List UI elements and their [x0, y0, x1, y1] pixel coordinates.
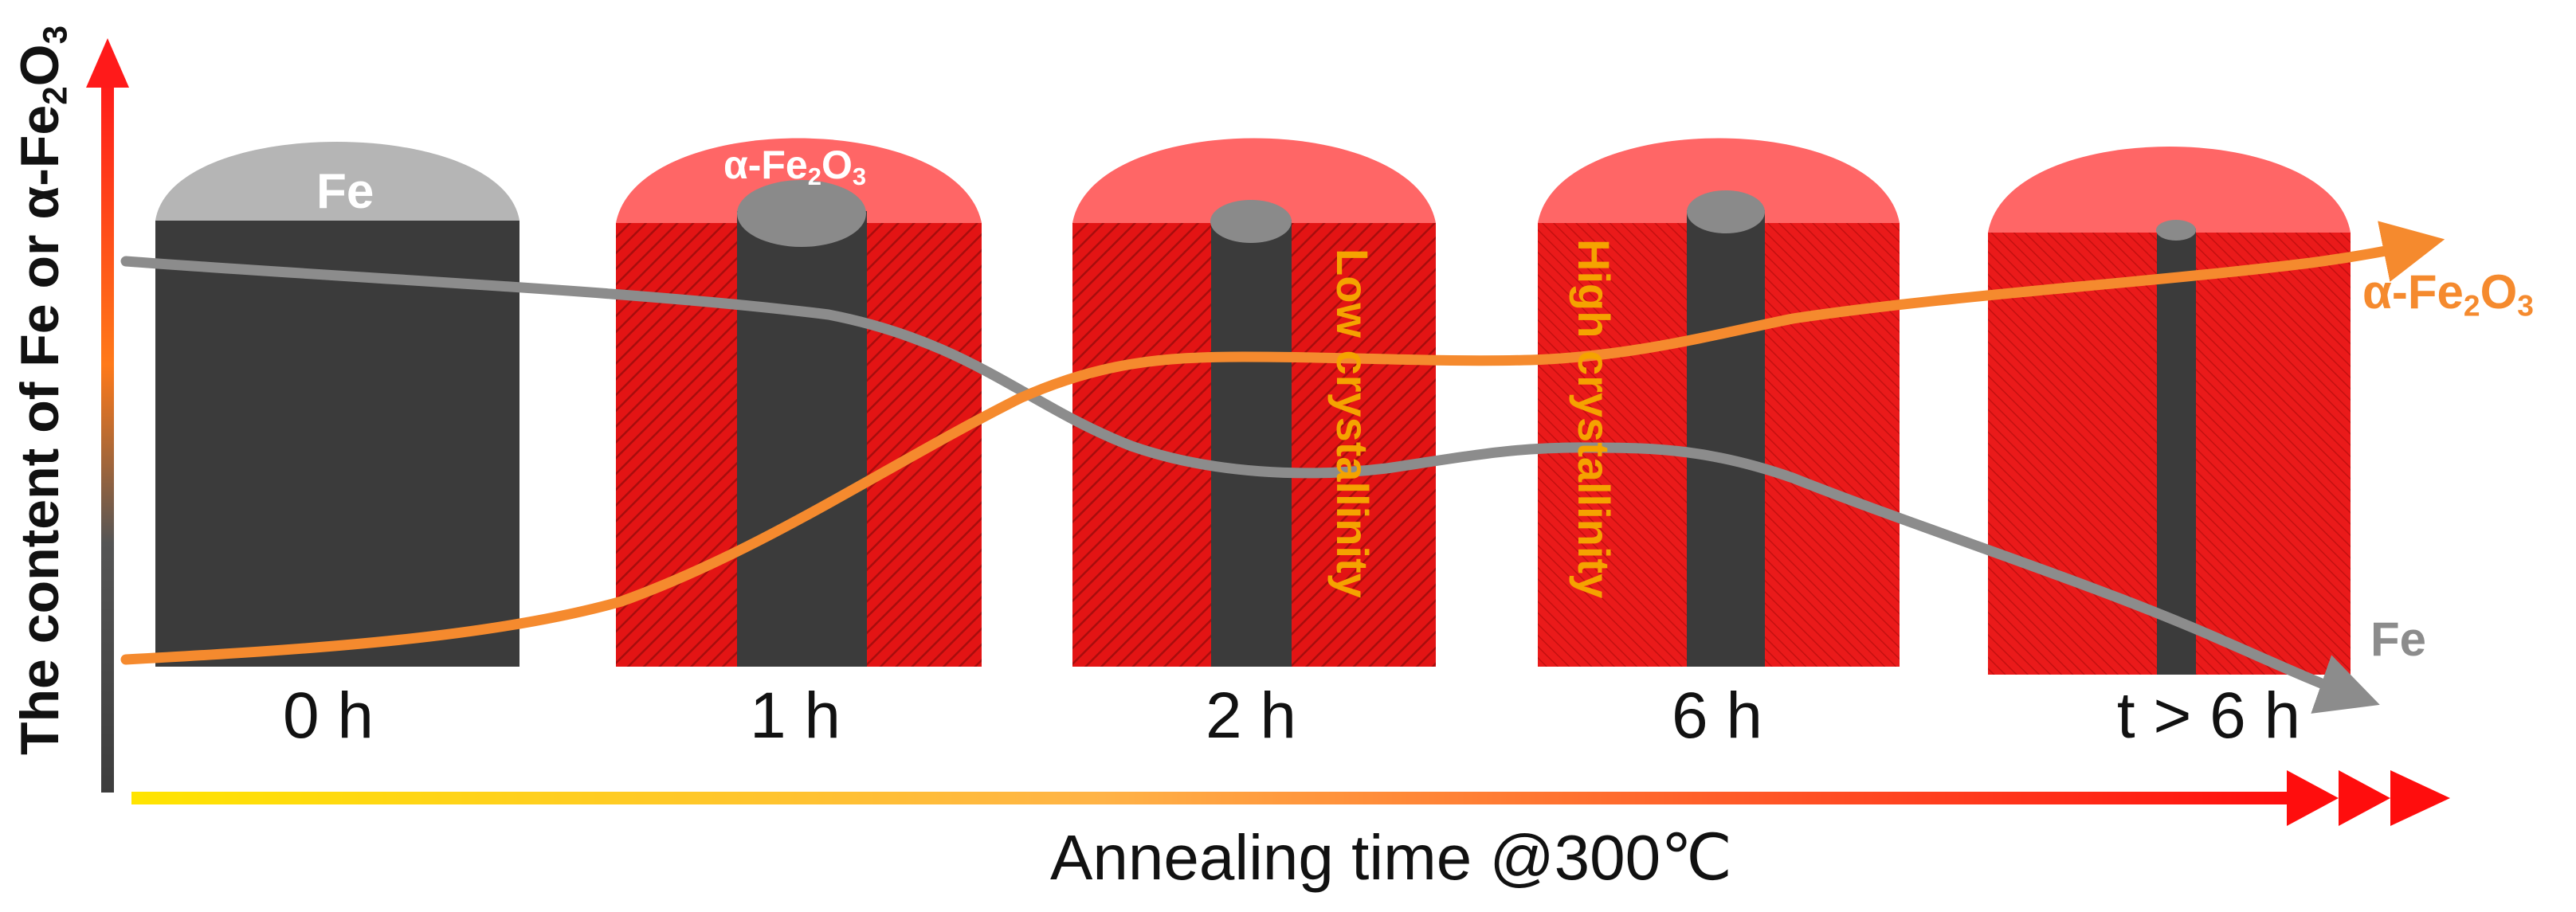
oxide-trend-curve: [120, 221, 2445, 665]
fe-core-top: [2156, 220, 2196, 241]
oxide-cap: [1988, 147, 2351, 233]
fe-core-top: [737, 180, 866, 247]
fe-core-top: [1210, 200, 1292, 243]
stage-1h-pillar: [616, 138, 982, 667]
fe-cap: [155, 142, 520, 221]
time-label-t6h: t > 6 h: [2116, 679, 2301, 752]
time-label-6h: 6 h: [1672, 679, 1762, 752]
fe-series-label: Fe: [2370, 613, 2427, 666]
x-arrowhead-icon: [2390, 770, 2450, 826]
x-arrowhead-icon: [2287, 770, 2339, 826]
fe-core-top: [1687, 190, 1765, 233]
stage-6h-pillar: [1538, 138, 1900, 667]
x-axis-title: Annealing time @300℃: [1050, 822, 1732, 893]
fe-core: [737, 211, 867, 667]
fe-trend-curve: [120, 256, 2380, 714]
oxide-cap-label: α-Fe2O3: [723, 143, 867, 190]
low-crystallinity-label: Low crystallinity: [1327, 249, 1378, 598]
y-axis-arrow: [86, 38, 129, 793]
fe-core: [1687, 210, 1765, 667]
oxide-cap: [1538, 138, 1900, 223]
x-arrowhead-icon: [2339, 770, 2390, 826]
fe-core: [155, 221, 520, 667]
stage-0h-pillar: [155, 142, 520, 667]
stage-t6h-pillar: [1988, 147, 2351, 675]
time-label-2h: 2 h: [1206, 679, 1296, 752]
fe-core: [2157, 229, 2196, 675]
fe-core: [1211, 220, 1292, 667]
oxide-cap: [1072, 138, 1436, 223]
time-label-1h: 1 h: [750, 679, 841, 752]
time-label-0h: 0 h: [283, 679, 374, 752]
y-axis-title: The content of Fe or α-Fe2O3: [10, 25, 74, 756]
oxide-series-label: α-Fe2O3: [2362, 265, 2534, 323]
fe-cap-label: Fe: [316, 164, 374, 219]
high-crystallinity-label: High crystallinity: [1569, 239, 1619, 599]
stage-2h-pillar: [1072, 138, 1436, 667]
x-axis-arrow: [131, 770, 2450, 826]
